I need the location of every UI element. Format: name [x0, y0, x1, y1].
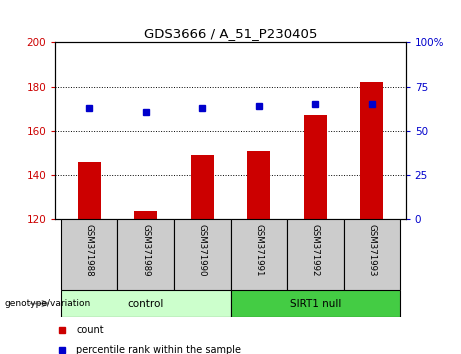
Bar — [61, 219, 118, 290]
Text: count: count — [77, 325, 104, 335]
Bar — [287, 219, 343, 290]
Text: SIRT1 null: SIRT1 null — [290, 298, 341, 309]
Bar — [174, 219, 230, 290]
Bar — [61, 290, 230, 317]
Text: GSM371989: GSM371989 — [141, 224, 150, 277]
Bar — [361, 82, 383, 219]
Bar — [248, 151, 270, 219]
Title: GDS3666 / A_51_P230405: GDS3666 / A_51_P230405 — [144, 27, 317, 40]
Text: GSM371992: GSM371992 — [311, 224, 320, 277]
Bar — [191, 155, 213, 219]
Bar — [343, 219, 400, 290]
Bar — [135, 211, 157, 219]
Bar — [78, 162, 100, 219]
Text: GSM371988: GSM371988 — [85, 224, 94, 277]
Bar — [230, 290, 400, 317]
Text: percentile rank within the sample: percentile rank within the sample — [77, 345, 242, 354]
Text: control: control — [128, 298, 164, 309]
Text: GSM371990: GSM371990 — [198, 224, 207, 277]
Bar — [118, 219, 174, 290]
Text: GSM371991: GSM371991 — [254, 224, 263, 277]
Bar — [304, 115, 326, 219]
Bar — [230, 219, 287, 290]
Text: genotype/variation: genotype/variation — [5, 299, 91, 308]
Text: GSM371993: GSM371993 — [367, 224, 376, 277]
